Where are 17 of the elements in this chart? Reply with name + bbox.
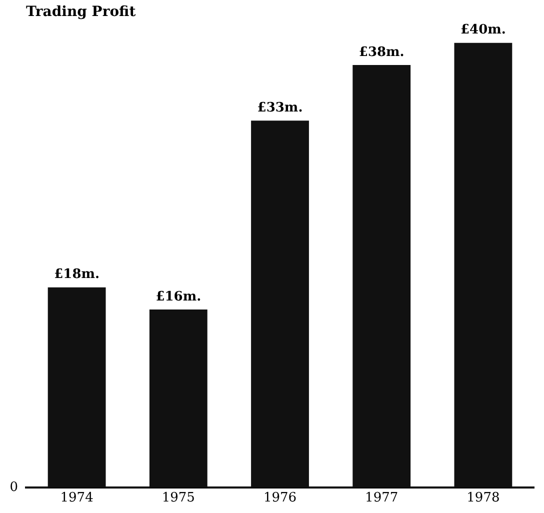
x-tick-label: 1974 (60, 490, 94, 506)
data-label: £40m. (460, 22, 506, 38)
x-tick-label: 1975 (162, 490, 195, 506)
data-label: £18m. (54, 267, 100, 282)
bar (149, 310, 208, 488)
data-label: £33m. (257, 100, 303, 116)
bar (48, 287, 106, 488)
bar (454, 42, 512, 488)
text: 0 (10, 480, 18, 495)
chart-title: Trading Profit (26, 4, 136, 20)
data-label: £38m. (358, 44, 404, 60)
x-tick-label: 1976 (263, 490, 297, 506)
x-tick-label: 1977 (365, 490, 398, 506)
x-tick-label: 1978 (466, 490, 500, 506)
bar (352, 65, 411, 488)
data-label: £16m. (156, 289, 202, 304)
bar (251, 120, 309, 488)
